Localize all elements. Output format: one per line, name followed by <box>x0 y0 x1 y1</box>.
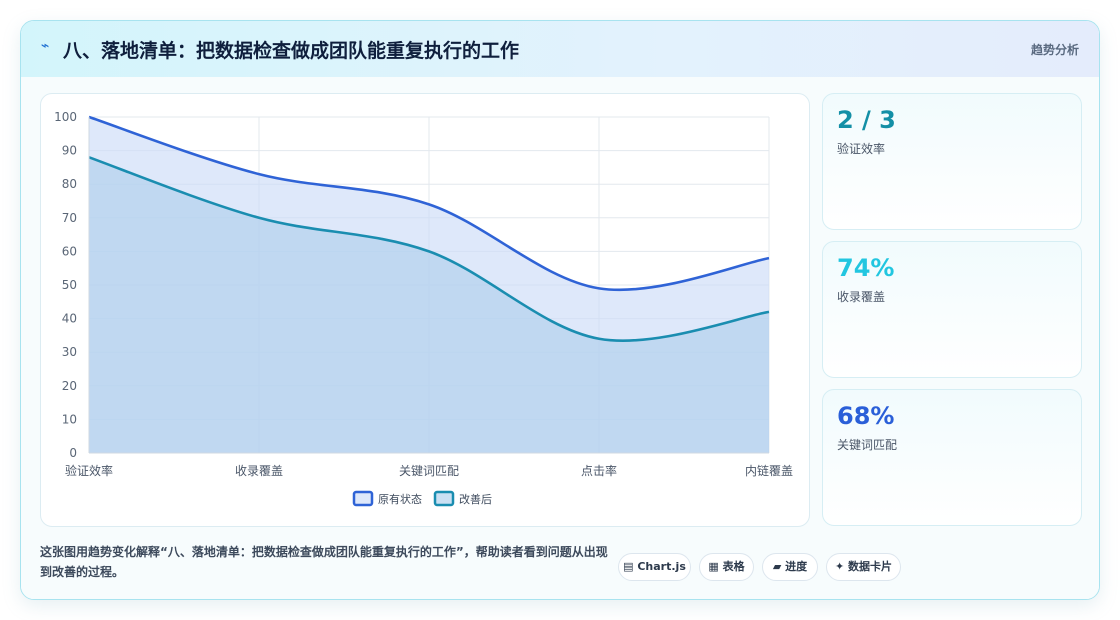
x-tick-label: 验证效率 <box>65 463 113 478</box>
x-tick-label: 收录覆盖 <box>235 464 283 478</box>
legend-swatch-original <box>352 490 374 507</box>
chart-description: 这张图用趋势变化解释“八、落地清单：把数据检查做成团队能重复执行的工作”，帮助读… <box>40 545 608 579</box>
y-tick-label: 50 <box>62 278 77 292</box>
y-tick-label: 100 <box>54 110 77 124</box>
table-icon: ▦ <box>708 560 719 573</box>
series-line-original <box>88 115 770 292</box>
x-tick-label: 内链覆盖 <box>745 463 793 478</box>
series-line-improved <box>88 156 770 342</box>
card-header: ⌁ 八、落地清单：把数据检查做成团队能重复执行的工作 趋势分析 <box>21 21 1099 77</box>
chip-label: 数据卡片 <box>848 560 893 573</box>
sparkle-icon: ✦ <box>834 560 845 573</box>
area-chart: 0 10 20 30 40 50 60 70 80 90 100 验证效率 收录覆盖 关键词匹配 点击率 内链… <box>54 110 793 507</box>
y-tick-label: 90 <box>62 144 77 158</box>
y-tick-label: 40 <box>62 312 77 326</box>
chip-label: 进度 <box>785 560 808 573</box>
y-tick-label: 10 <box>62 412 77 426</box>
stat-value: 68% <box>837 402 895 430</box>
card-content: 0 10 20 30 40 50 60 70 80 90 100 验证效率 收录覆盖 关键词匹配 点击率 内链… <box>21 77 1099 599</box>
stat-card-index-coverage: 74% 收录覆盖 <box>822 241 1082 378</box>
y-tick-label: 0 <box>69 446 77 460</box>
chip-progress[interactable]: ▰ 进度 <box>762 553 818 581</box>
stat-label: 验证效率 <box>837 142 886 156</box>
chip-data-card[interactable]: ✦ 数据卡片 <box>826 553 901 581</box>
x-tick-label: 点击率 <box>581 463 617 478</box>
file-icon: ▤ <box>623 560 634 573</box>
card-title: 八、落地清单：把数据检查做成团队能重复执行的工作 <box>63 40 520 62</box>
legend-swatch-improved <box>433 490 455 507</box>
chip-table[interactable]: ▦ 表格 <box>699 553 754 581</box>
stat-card-keyword-match: 68% 关键词匹配 <box>822 389 1082 526</box>
x-tick-label: 关键词匹配 <box>399 464 459 478</box>
trend-analysis-tag: 趋势分析 <box>1030 43 1079 57</box>
y-tick-label: 20 <box>62 379 77 393</box>
progress-icon: ▰ <box>772 560 782 573</box>
chip-label: 表格 <box>722 560 745 573</box>
y-tick-label: 70 <box>62 211 77 225</box>
y-tick-label: 30 <box>62 345 77 359</box>
chip-label: Chart.js <box>637 560 686 573</box>
chip-chartjs[interactable]: ▤ Chart.js <box>618 553 691 581</box>
chart-panel: 0 10 20 30 40 50 60 70 80 90 100 验证效率 收录覆盖 关键词匹配 点击率 内链… <box>40 93 810 527</box>
stat-card-verification: 2 / 3 验证效率 <box>822 93 1082 230</box>
series-area-improved <box>89 157 769 453</box>
stat-value: 74% <box>837 254 895 282</box>
stat-value: 2 / 3 <box>837 106 896 134</box>
y-tick-label: 80 <box>62 177 77 191</box>
stat-label: 关键词匹配 <box>837 438 898 452</box>
lightning-icon: ⌁ <box>41 38 50 54</box>
legend-label-improved: 改善后 <box>459 492 492 506</box>
main-card: ⌁ 八、落地清单：把数据检查做成团队能重复执行的工作 趋势分析 0 10 20 30 4… <box>20 20 1100 600</box>
y-tick-label: 60 <box>62 244 77 258</box>
stat-label: 收录覆盖 <box>837 290 886 304</box>
legend-label-original: 原有状态 <box>378 492 422 506</box>
